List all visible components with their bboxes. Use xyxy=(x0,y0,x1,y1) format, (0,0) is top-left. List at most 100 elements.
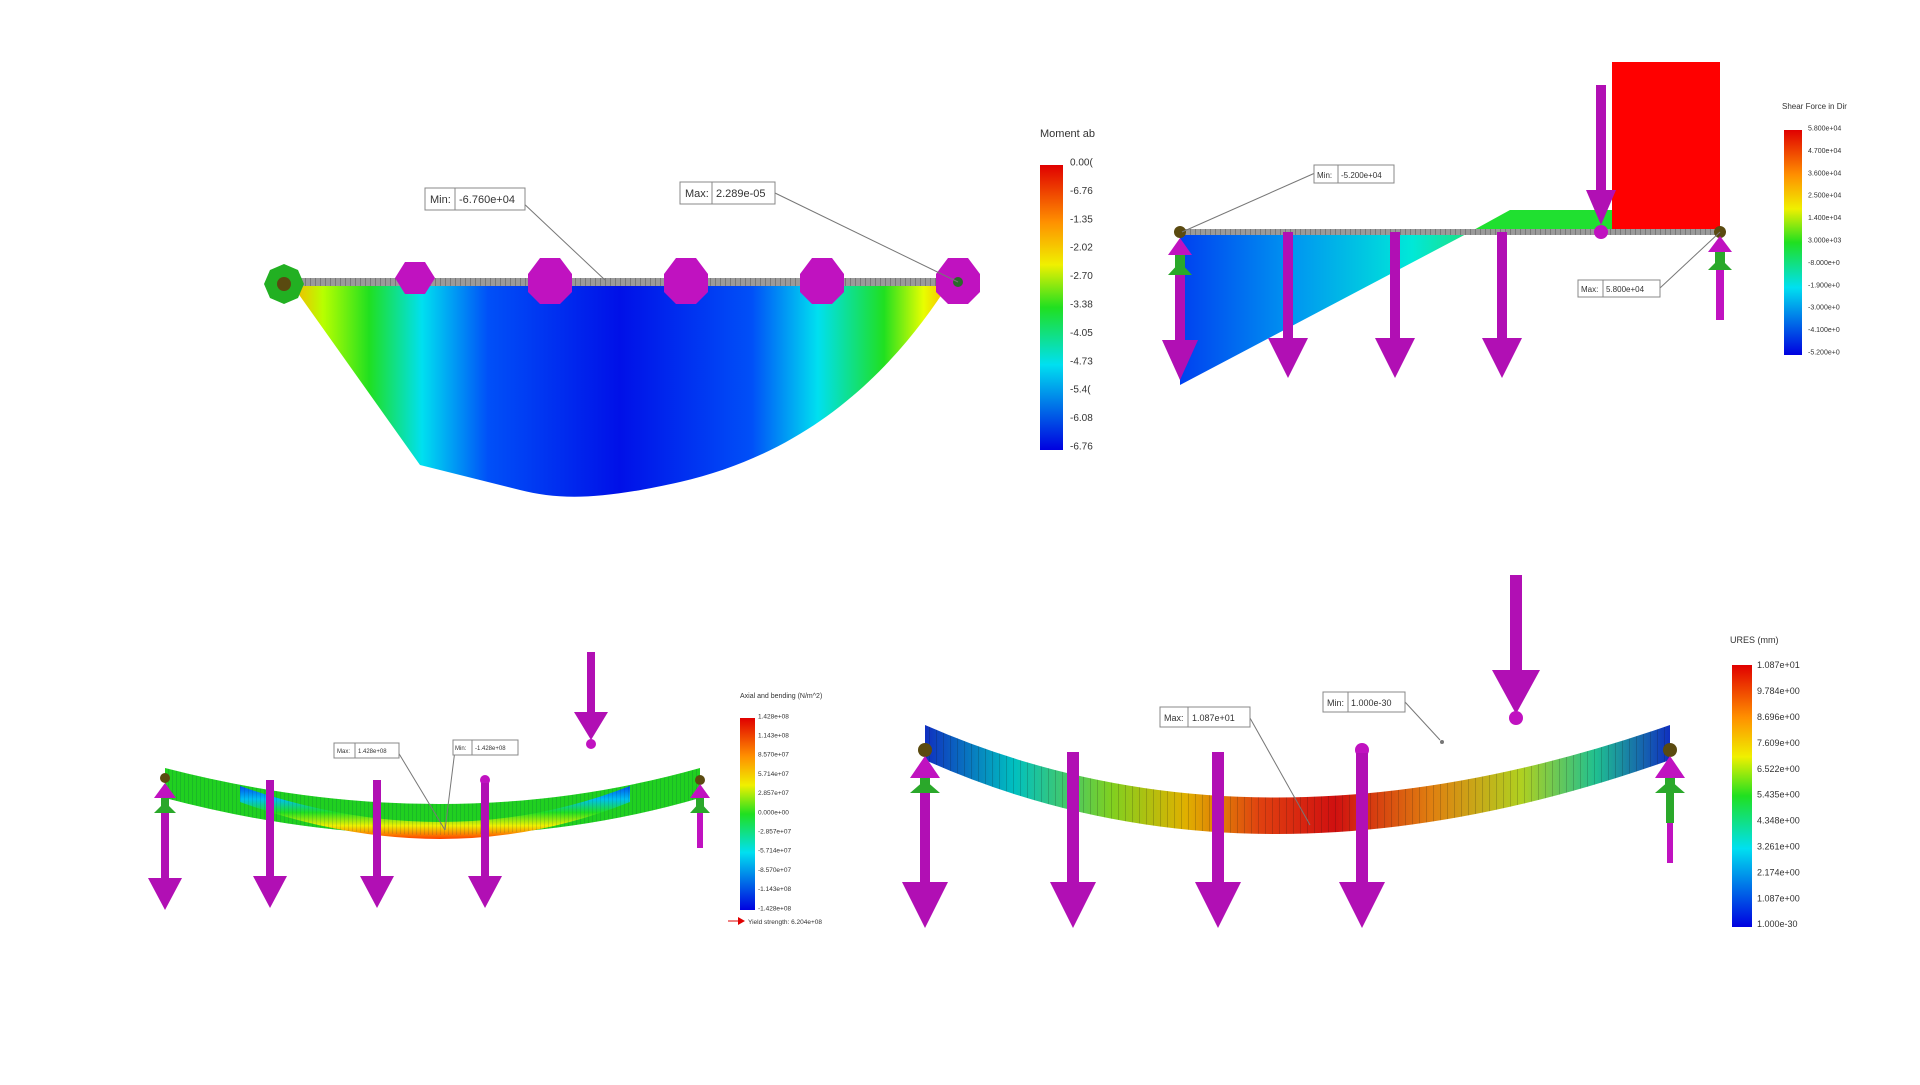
max-callout: Max: 2.289e-05 xyxy=(679,181,776,205)
legend-title: Shear Force in Dir xyxy=(1782,102,1847,111)
scale-tick-label: 2.857e+07 xyxy=(758,790,789,797)
load-arrow-icon xyxy=(253,780,287,908)
scale-tick-label: -1.35 xyxy=(1070,214,1093,225)
scale-tick-label: -2.70 xyxy=(1070,271,1093,282)
scale-tick-label: 1.000e-30 xyxy=(1757,919,1798,929)
scale-tick-label: 4.348e+00 xyxy=(1757,816,1800,826)
load-node-icon xyxy=(395,262,435,294)
max-leader-line xyxy=(397,751,446,831)
svg-text:Min:: Min: xyxy=(430,194,451,206)
scale-tick-label: -5.200e+0 xyxy=(1808,349,1840,356)
support-left-icon xyxy=(902,743,948,928)
shear-green-band xyxy=(1470,210,1612,232)
scale-tick-label: 5.714e+07 xyxy=(758,771,789,778)
scale-tick-label: 9.784e+00 xyxy=(1757,686,1800,696)
svg-text:Min:: Min: xyxy=(1317,171,1332,180)
min-callout: Min: -6.760e+04 xyxy=(424,187,526,211)
scale-tick-label: -4.100e+0 xyxy=(1808,327,1840,334)
scale-tick-label: -2.02 xyxy=(1070,243,1093,254)
scale-tick-label: -6.76 xyxy=(1070,186,1093,197)
scale-tick-label: 3.000e+03 xyxy=(1808,237,1841,244)
scale-tick-label: 6.522e+00 xyxy=(1757,764,1800,774)
shear-positive-block xyxy=(1612,62,1720,234)
min-leader-line xyxy=(444,749,456,831)
load-arrow-icon xyxy=(468,775,502,908)
load-arrow-icon xyxy=(1339,743,1385,928)
scale-tick-label: 7.609e+00 xyxy=(1757,738,1800,748)
svg-text:-1.428e+08: -1.428e+08 xyxy=(475,746,506,752)
beam xyxy=(285,278,955,286)
load-arrow-icon xyxy=(1050,752,1096,928)
load-arrow-icon xyxy=(1492,575,1540,725)
svg-text:2.289e-05: 2.289e-05 xyxy=(716,188,766,200)
min-leader-line xyxy=(519,199,606,281)
shear-diagram-svg: Min: -5.200e+04 Max: 5.800e+04 Shear For… xyxy=(1162,62,1847,385)
svg-text:Yield strength: 6.204e+08: Yield strength: 6.204e+08 xyxy=(748,919,822,926)
yield-marker: Yield strength: 6.204e+08 xyxy=(728,917,822,926)
load-arrow-icon xyxy=(1586,85,1616,239)
scale-tick-label: 8.570e+07 xyxy=(758,752,789,759)
min-callout: Min: -5.200e+04 xyxy=(1313,164,1395,184)
svg-text:-6.760e+04: -6.760e+04 xyxy=(459,194,515,206)
load-node-icon xyxy=(800,258,844,304)
max-leader-line xyxy=(1659,231,1721,289)
load-arrow-icon xyxy=(1482,232,1522,378)
load-arrow-icon xyxy=(574,652,608,749)
svg-text:1.087e+01: 1.087e+01 xyxy=(1192,713,1235,723)
scale-tick-label: -1.900e+0 xyxy=(1808,282,1840,289)
load-node-icon xyxy=(664,258,708,304)
scale-ticks: 0.00(-6.76 -1.35 -2.02 -2.70 -3.38 -4.05 -4.73… xyxy=(1070,158,1093,453)
svg-text:Min:: Min: xyxy=(1327,698,1344,708)
support-right-icon xyxy=(690,775,710,848)
scale-tick-label: -1.428e+08 xyxy=(758,905,791,912)
scale-tick-label: 2.174e+00 xyxy=(1757,867,1800,877)
scale-tick-label: -2.857e+07 xyxy=(758,828,791,835)
color-scale xyxy=(1732,665,1752,927)
max-callout: Max: 1.428e+08 xyxy=(333,742,400,759)
load-arrow-icon xyxy=(1268,232,1308,378)
support-left-icon xyxy=(264,264,304,304)
scale-tick-label: -5.4( xyxy=(1070,385,1091,396)
scale-tick-label: 5.435e+00 xyxy=(1757,790,1800,800)
color-scale xyxy=(1784,130,1802,355)
stress-beam-stripes xyxy=(165,768,700,835)
max-callout: Max: 1.087e+01 xyxy=(1159,706,1251,728)
moment-diagram-panel: Min: -6.760e+04 Max: 2.289e-05 Moment ab… xyxy=(0,0,1100,540)
svg-text:Max:: Max: xyxy=(685,188,709,200)
support-right-icon xyxy=(1655,743,1685,863)
load-node-icon xyxy=(528,258,572,304)
support-left-icon xyxy=(1162,226,1198,380)
min-leader-line xyxy=(1404,701,1441,741)
scale-tick-label: 4.700e+04 xyxy=(1808,148,1841,155)
scale-tick-label: 1.428e+08 xyxy=(758,713,789,720)
scale-tick-label: -5.714e+07 xyxy=(758,848,791,855)
ures-beam-stripes xyxy=(925,725,1670,834)
scale-ticks: 1.428e+08 1.143e+08 8.570e+07 5.714e+07 2.85… xyxy=(758,713,791,912)
max-callout: Max: 5.800e+04 xyxy=(1577,279,1661,298)
svg-text:-5.200e+04: -5.200e+04 xyxy=(1341,171,1382,180)
scale-tick-label: -6.08 xyxy=(1070,413,1093,424)
scale-tick-label: 3.600e+04 xyxy=(1808,170,1841,177)
load-arrow-icon xyxy=(1375,232,1415,378)
scale-ticks: 5.800e+04 4.700e+04 3.600e+04 2.500e+04 1.40… xyxy=(1808,125,1841,356)
ures-diagram-panel: Max: 1.087e+01 Min: 1.000e-30 URES (mm) … xyxy=(880,540,1920,1080)
max-leader-line xyxy=(1249,717,1311,826)
shear-diagram-panel: Min: -5.200e+04 Max: 5.800e+04 Shear For… xyxy=(1100,0,1920,540)
scale-tick-label: -8.000e+0 xyxy=(1808,260,1840,267)
color-scale xyxy=(1040,165,1063,450)
scale-tick-label: 0.00( xyxy=(1070,158,1093,169)
min-leader-line xyxy=(1181,172,1316,233)
stress-diagram-svg: Max: 1.428e+08 Min: -1.428e+08 Axial and… xyxy=(148,652,822,926)
svg-text:Max:: Max: xyxy=(1164,713,1184,723)
svg-text:Max:: Max: xyxy=(1581,285,1598,294)
scale-tick-label: -6.76 xyxy=(1070,442,1093,453)
svg-text:5.800e+04: 5.800e+04 xyxy=(1606,285,1645,294)
scale-tick-label: 1.087e+00 xyxy=(1757,893,1800,903)
scale-tick-label: 0.000e+00 xyxy=(758,809,789,816)
max-leader-line xyxy=(774,192,959,283)
min-callout: Min: 1.000e-30 xyxy=(1322,691,1406,713)
legend-title: URES (mm) xyxy=(1730,635,1779,645)
legend-title: Moment ab xyxy=(1040,128,1095,140)
ures-diagram-svg: Max: 1.087e+01 Min: 1.000e-30 URES (mm) … xyxy=(902,575,1800,929)
load-arrow-icon xyxy=(1195,752,1241,928)
